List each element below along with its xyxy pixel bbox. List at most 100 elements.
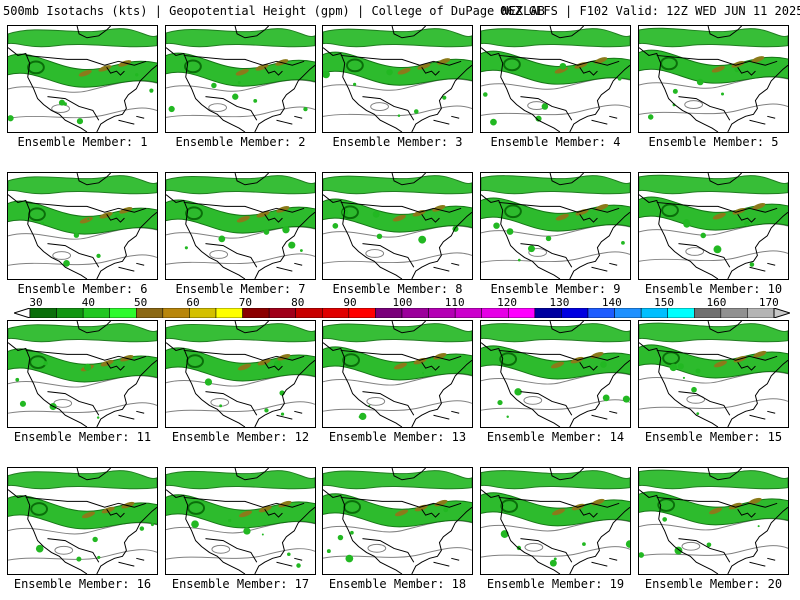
ensemble-member-label: Ensemble Member: 12: [171, 430, 310, 444]
colorbar-tick-label: 120: [497, 296, 518, 309]
us-mexico-border: [678, 538, 731, 563]
colorbar-swatch: [428, 308, 456, 318]
map-graphic: [481, 26, 630, 132]
colorbar-max-arrow: [773, 308, 790, 318]
isotach-blob: [695, 368, 701, 374]
map-graphic: [8, 173, 157, 279]
isotach-blob: [184, 246, 188, 250]
gulf-coastline: [254, 64, 315, 132]
us-canada-border: [498, 496, 620, 508]
isotach-blob: [674, 546, 683, 555]
colorbar-swatch: [694, 308, 722, 318]
isotach-blob: [744, 220, 750, 227]
ensemble-member-label: Ensemble Member: 19: [486, 577, 625, 591]
height-contour: [528, 248, 548, 257]
hudson-bay-coastline: [707, 468, 742, 481]
isotach-blob: [114, 213, 121, 220]
colorbar-swatch: [720, 308, 748, 318]
isotach-band: [639, 469, 788, 490]
height-contour: [54, 545, 74, 555]
gulf-coastline: [727, 211, 788, 279]
us-canada-border: [656, 496, 778, 508]
us-mexico-border: [520, 96, 573, 121]
hudson-bay-coastline: [707, 321, 742, 334]
us-canada-border: [183, 349, 305, 361]
cutoff-low: [346, 58, 364, 73]
hudson-bay-coastline: [391, 173, 426, 186]
map-graphic: [166, 173, 315, 279]
isotach-blob: [296, 563, 301, 568]
isotach-blob: [76, 556, 82, 562]
isotach-blob: [253, 98, 258, 103]
isotach-blob: [237, 80, 241, 84]
isotach-band: [8, 28, 157, 48]
hudson-bay-coastline: [549, 26, 584, 39]
isotach-blob: [43, 361, 48, 366]
colorbar-tick-label: 40: [81, 296, 95, 309]
ensemble-member-label: Ensemble Member: 11: [13, 430, 152, 444]
ensemble-map: [7, 320, 158, 428]
colorbar-min-arrow: [14, 308, 31, 318]
caribbean-islands: [276, 410, 303, 420]
us-mexico-border: [205, 96, 258, 121]
height-contour: [208, 103, 227, 113]
ensemble-member-label: Ensemble Member: 16: [13, 577, 152, 591]
hudson-bay-coastline: [76, 321, 111, 334]
us-canada-border: [183, 54, 305, 66]
height-contour: [211, 544, 231, 554]
isotach-blob: [63, 260, 70, 267]
colorbar-tick-label: 90: [343, 296, 357, 309]
isotach-band: [639, 322, 788, 343]
ensemble-map: [165, 320, 316, 428]
gulf-coastline: [727, 359, 788, 427]
isotach-blob: [720, 92, 725, 96]
us-mexico-border: [47, 96, 100, 121]
height-contour: [166, 401, 315, 413]
isotach-band: [8, 175, 157, 195]
colorbar-tick-label: 170: [758, 296, 779, 309]
cutoff-low: [503, 57, 521, 72]
colorbar-swatch: [481, 308, 509, 318]
colorbar-labels: 30 40 50 60 70 80 90 100 110 120 130 140 150 160 170: [14, 296, 790, 309]
height-contour: [365, 249, 385, 258]
map-graphic: [481, 321, 630, 427]
colorbar-swatch: [322, 308, 350, 318]
isotach-band: [8, 200, 157, 235]
header-title: 500mb Isotachs (kts) | Geopotential Heig…: [3, 4, 545, 18]
us-canada-border: [498, 54, 620, 66]
isotach-blob: [545, 235, 552, 242]
colorbar-swatch: [82, 308, 110, 318]
us-mexico-border: [205, 391, 258, 416]
isotach-blob: [683, 220, 691, 228]
great-lakes: [421, 361, 440, 371]
ensemble-member-label: Ensemble Member: 15: [644, 430, 783, 444]
caribbean-islands: [591, 557, 618, 567]
isotach-band: [323, 28, 472, 48]
height-contour: [523, 395, 543, 405]
isotach-band: [166, 175, 315, 195]
isotach-band: [481, 345, 630, 380]
colorbar-tick-label: 100: [392, 296, 413, 309]
height-contour: [166, 253, 315, 265]
ensemble-member-label: Ensemble Member: 4: [490, 135, 621, 149]
isotach-blob: [135, 73, 139, 77]
colorbar-tick-label: 130: [549, 296, 570, 309]
ensemble-map: [165, 172, 316, 280]
jet-core: [713, 360, 727, 368]
isotach-blob: [463, 367, 467, 370]
colorbar-swatch: [667, 308, 695, 318]
us-mexico-border: [47, 391, 100, 416]
us-mexico-border: [205, 243, 258, 268]
colorbar-swatch: [56, 308, 84, 318]
isotach-band: [639, 27, 788, 48]
gulf-coastline: [254, 211, 315, 279]
colorbar-swatch: [295, 308, 323, 318]
isotach-blob: [553, 557, 557, 561]
height-contour: [639, 545, 788, 557]
colorbar-tick-label: 110: [444, 296, 465, 309]
jet-core: [235, 68, 249, 76]
jet-core: [709, 507, 723, 515]
height-contour: [639, 398, 788, 410]
ensemble-map: [322, 320, 473, 428]
colorbar-tick-label: 60: [186, 296, 200, 309]
